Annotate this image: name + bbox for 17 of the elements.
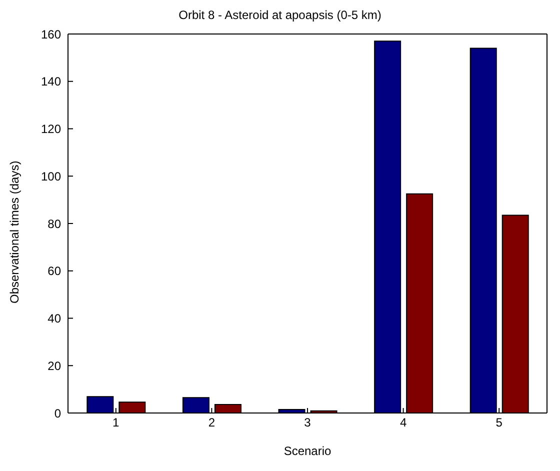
y-tick-label: 140	[40, 74, 62, 89]
x-tick-label: 2	[208, 416, 216, 430]
x-tick-label: 5	[496, 416, 503, 430]
x-tick-label: 4	[400, 416, 407, 430]
y-tick-label: 120	[40, 122, 62, 136]
y-tick-label: 40	[48, 312, 62, 326]
y-axis-title: Observational times (days)	[7, 160, 22, 304]
y-tick-label: 60	[48, 264, 62, 278]
y-tick-label: 100	[40, 169, 62, 184]
y-tick-label: 0	[54, 406, 62, 420]
x-tick-label: 1	[112, 416, 120, 430]
x-axis-title: Scenario	[284, 444, 332, 458]
x-tick-label: 3	[304, 416, 312, 430]
y-tick-label: 20	[48, 358, 62, 373]
y-tick-label: 80	[48, 216, 62, 231]
y-tick-label: 160	[40, 27, 62, 42]
chart-title: Orbit 8 - Asteroid at apoapsis (0-5 km)	[178, 8, 382, 22]
